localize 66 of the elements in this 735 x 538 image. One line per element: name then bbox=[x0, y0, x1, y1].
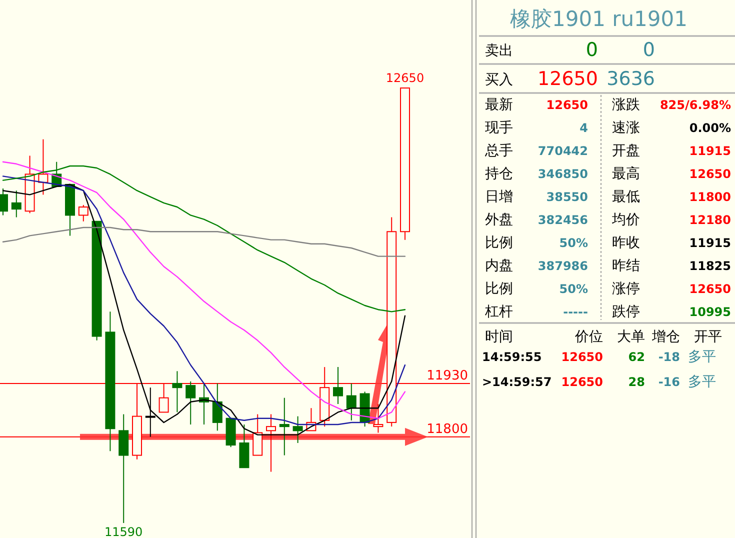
ref-line-label: 11930 bbox=[426, 368, 468, 384]
text: 跌停 bbox=[612, 304, 640, 320]
text: 橡胶1901 ru1901 bbox=[510, 7, 688, 31]
text: 多平 bbox=[688, 374, 716, 390]
text: 50% bbox=[559, 236, 588, 250]
text: 387986 bbox=[538, 259, 588, 273]
text: 涨跌 bbox=[612, 97, 640, 113]
text: -18 bbox=[658, 350, 680, 364]
text: 昨结 bbox=[612, 258, 640, 274]
text: 开平 bbox=[694, 329, 722, 345]
text: 825/6.98% bbox=[660, 98, 731, 112]
text: 12650 bbox=[546, 98, 588, 112]
text: 比例 bbox=[485, 281, 513, 297]
text: 最低 bbox=[612, 189, 640, 205]
text: 3636 bbox=[606, 68, 655, 90]
text: 速涨 bbox=[612, 120, 640, 136]
text: 770442 bbox=[538, 144, 588, 158]
text: 涨停 bbox=[612, 281, 640, 297]
text: 28 bbox=[628, 375, 645, 389]
text: 外盘 bbox=[485, 212, 513, 228]
text: 382456 bbox=[538, 213, 588, 227]
text: 50% bbox=[559, 282, 588, 296]
text: 杠杆 bbox=[484, 304, 513, 320]
text: 日增 bbox=[485, 189, 513, 205]
text: 大单 bbox=[617, 329, 645, 345]
text: 346850 bbox=[538, 167, 588, 181]
text: 38550 bbox=[546, 190, 588, 204]
text: 持仓 bbox=[485, 166, 513, 182]
text: 12180 bbox=[689, 213, 731, 227]
text: ----- bbox=[563, 305, 588, 319]
text: 最新 bbox=[485, 97, 513, 113]
text: 0.00% bbox=[689, 121, 731, 135]
text: 内盘 bbox=[485, 258, 513, 274]
text: 11825 bbox=[689, 259, 731, 273]
text: 12650 bbox=[538, 68, 598, 90]
text: 4 bbox=[580, 121, 588, 135]
text: 62 bbox=[628, 350, 645, 364]
text: 时间 bbox=[485, 329, 513, 345]
text: 均价 bbox=[611, 212, 640, 228]
text: 卖出 bbox=[485, 43, 513, 59]
text: -16 bbox=[658, 375, 680, 389]
text: 12650 bbox=[689, 167, 731, 181]
text: 开盘 bbox=[612, 143, 640, 159]
text: 增仓 bbox=[651, 329, 680, 345]
text: 11915 bbox=[689, 236, 731, 250]
annotation: 12650 bbox=[386, 71, 424, 85]
text: 买入 bbox=[485, 72, 513, 88]
text: 0 bbox=[642, 39, 655, 61]
text: 最高 bbox=[612, 166, 640, 182]
text: 10995 bbox=[689, 305, 731, 319]
text: 11915 bbox=[689, 144, 731, 158]
text: 11800 bbox=[689, 190, 731, 204]
text: >14:59:57 bbox=[482, 375, 552, 389]
text: 12650 bbox=[689, 282, 731, 296]
annotation: 11590 bbox=[104, 525, 143, 538]
text: 昨收 bbox=[612, 235, 640, 251]
text: 14:59:55 bbox=[482, 350, 542, 364]
ref-line-label: 11800 bbox=[426, 422, 468, 437]
text: 比例 bbox=[485, 235, 513, 251]
text: 12650 bbox=[561, 350, 603, 364]
text: 12650 bbox=[561, 375, 603, 389]
text: 多平 bbox=[688, 349, 716, 365]
text: 价位 bbox=[574, 329, 603, 345]
text: 总手 bbox=[484, 143, 513, 159]
text: 0 bbox=[586, 39, 598, 61]
text: 现手 bbox=[485, 120, 513, 136]
